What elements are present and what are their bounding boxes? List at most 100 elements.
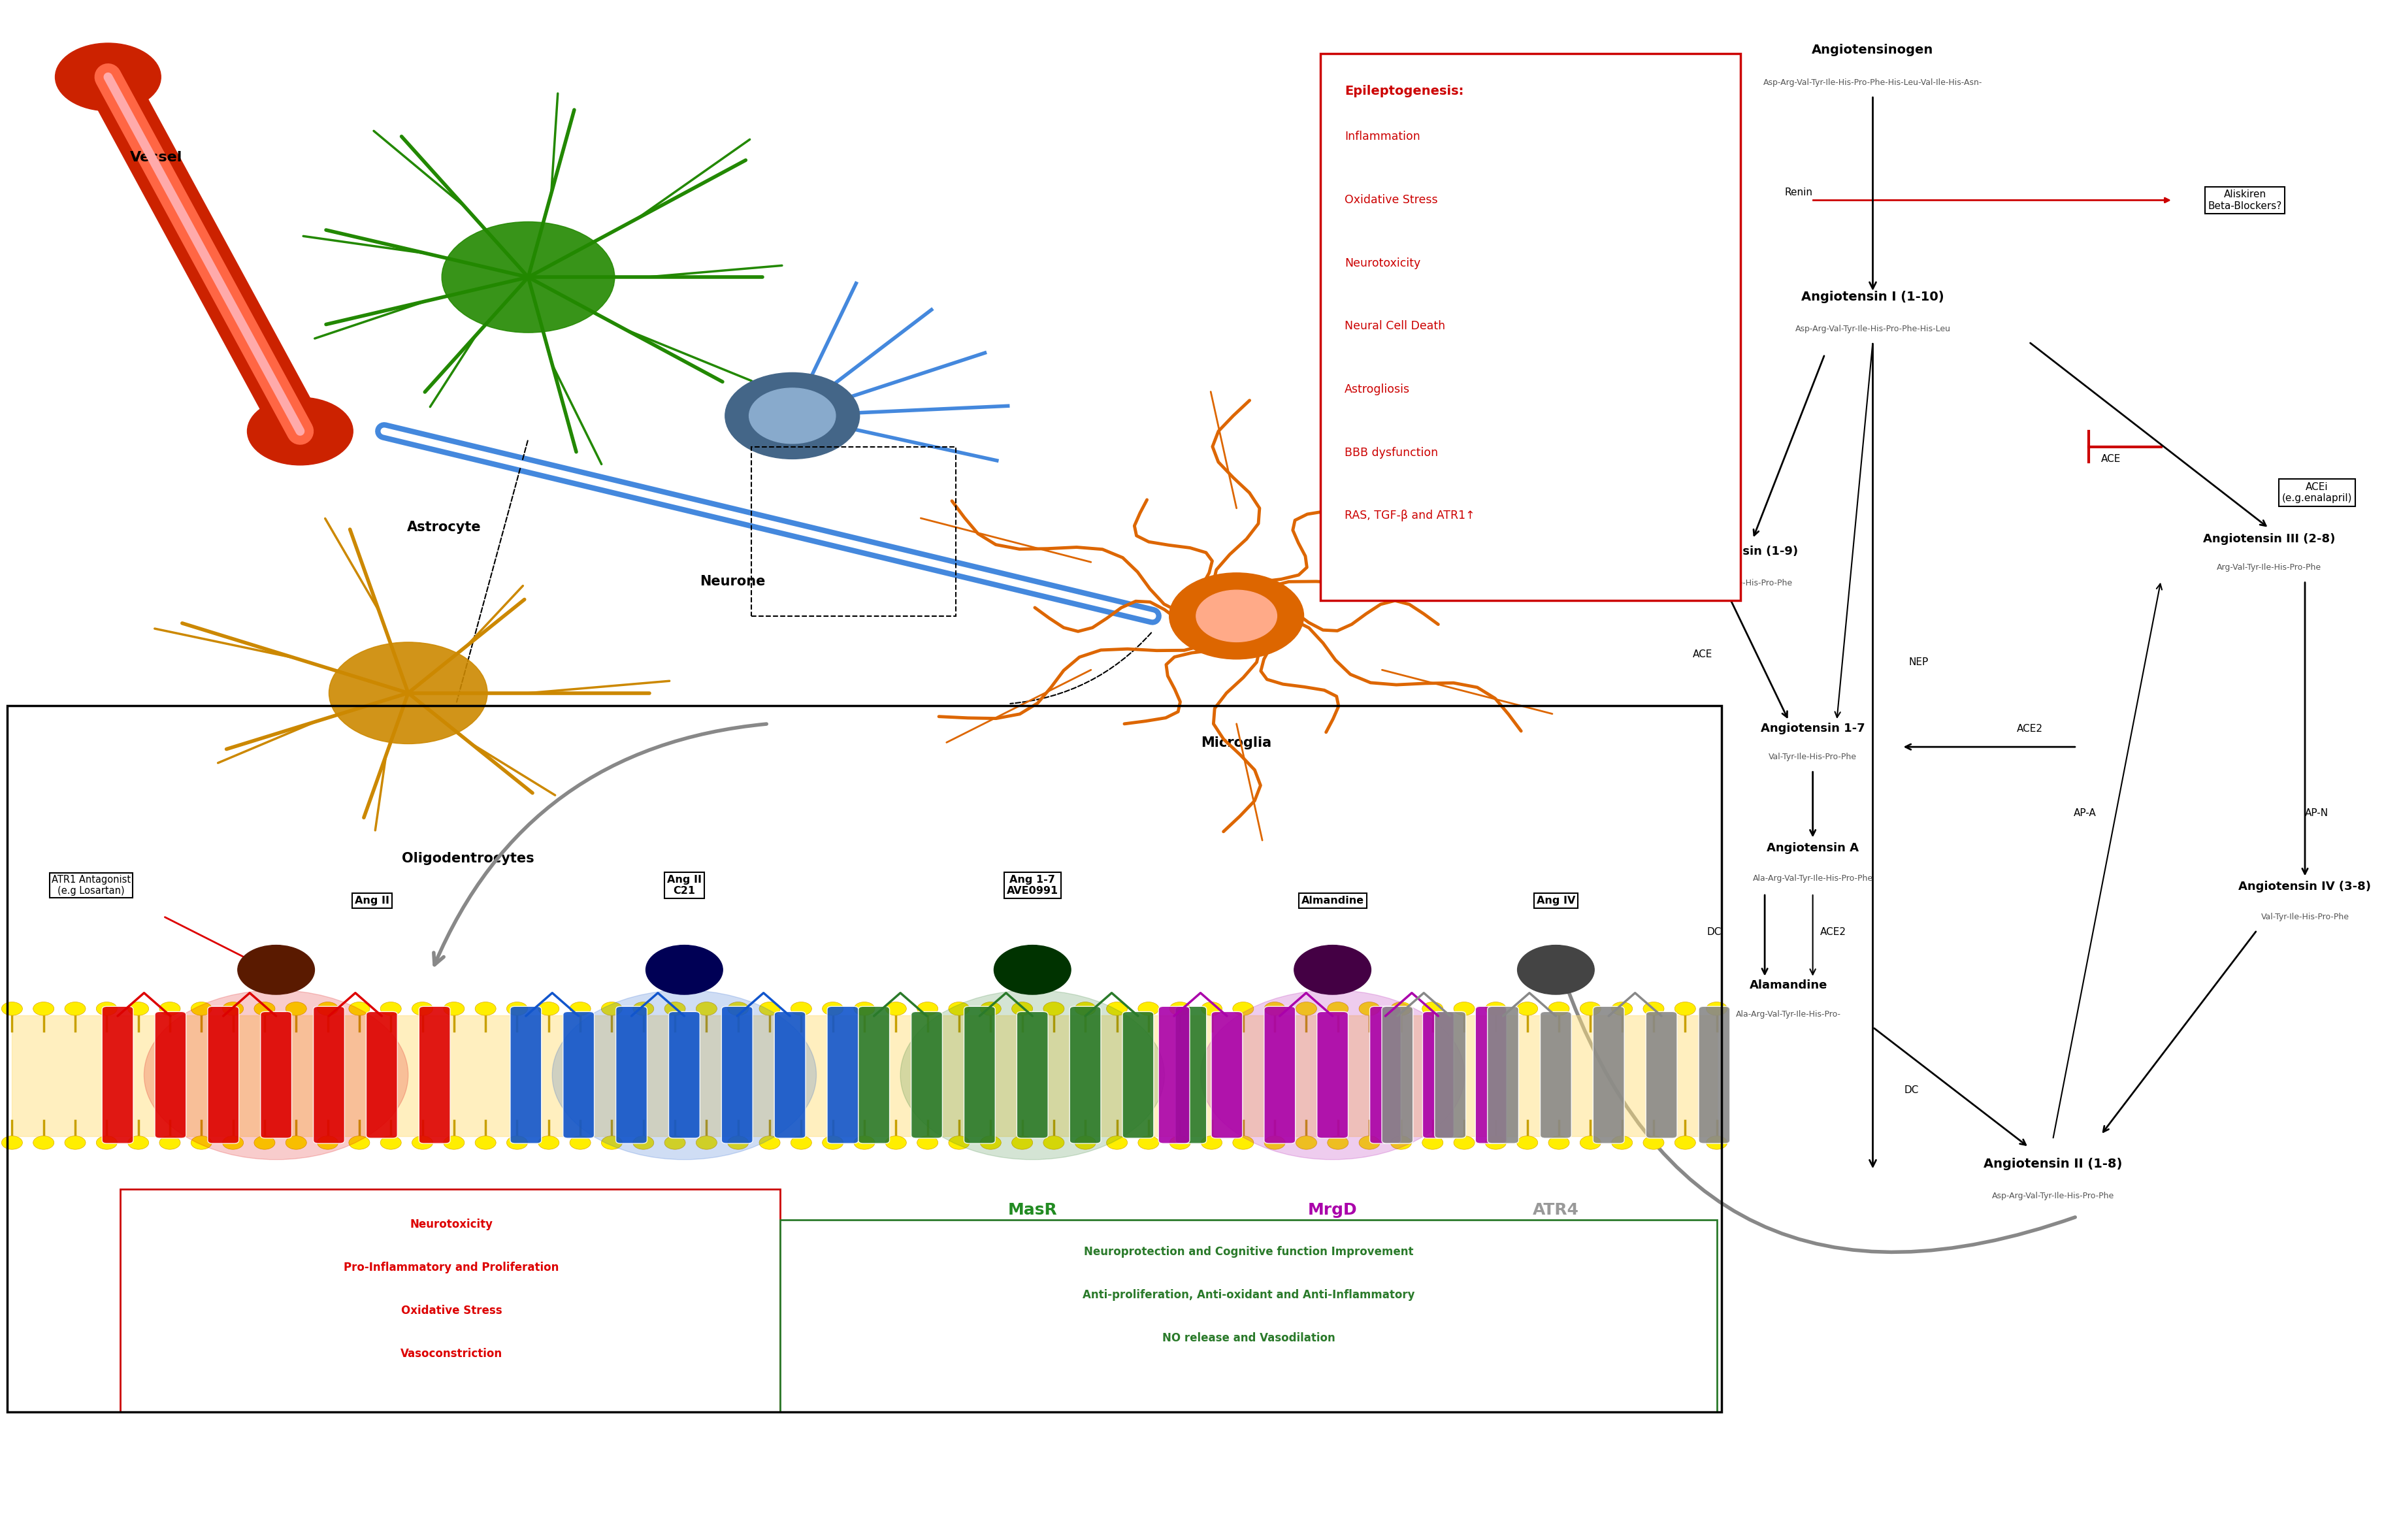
Circle shape bbox=[900, 990, 1164, 1160]
Circle shape bbox=[158, 1003, 180, 1015]
Text: Inflammation: Inflammation bbox=[1345, 131, 1419, 143]
Circle shape bbox=[886, 1137, 908, 1149]
Circle shape bbox=[917, 1003, 939, 1015]
Circle shape bbox=[1328, 1137, 1349, 1149]
Circle shape bbox=[728, 1137, 749, 1149]
Circle shape bbox=[379, 1003, 401, 1015]
Circle shape bbox=[1580, 1137, 1601, 1149]
Circle shape bbox=[1265, 1137, 1285, 1149]
Text: Val-Tyr-Ile-His-Pro-Phe: Val-Tyr-Ile-His-Pro-Phe bbox=[2262, 913, 2348, 921]
Circle shape bbox=[379, 1137, 401, 1149]
FancyBboxPatch shape bbox=[615, 1007, 646, 1143]
FancyBboxPatch shape bbox=[509, 1007, 540, 1143]
Text: Almandine: Almandine bbox=[1301, 896, 1364, 906]
Text: ACE2: ACE2 bbox=[1681, 431, 1707, 440]
Text: Vasoconstriction: Vasoconstriction bbox=[401, 1348, 502, 1360]
Text: Neurotoxicity: Neurotoxicity bbox=[1345, 257, 1421, 269]
Text: Astrogliosis: Astrogliosis bbox=[1345, 383, 1409, 396]
Text: Angiotensin A: Angiotensin A bbox=[1767, 842, 1858, 855]
Circle shape bbox=[790, 1003, 812, 1015]
Circle shape bbox=[821, 1003, 843, 1015]
Circle shape bbox=[600, 1137, 622, 1149]
FancyBboxPatch shape bbox=[120, 1189, 780, 1412]
Circle shape bbox=[1076, 1137, 1095, 1149]
FancyBboxPatch shape bbox=[259, 1012, 293, 1138]
Circle shape bbox=[1169, 1003, 1191, 1015]
Text: Astrocyte: Astrocyte bbox=[408, 521, 480, 534]
FancyBboxPatch shape bbox=[780, 1220, 1717, 1412]
Circle shape bbox=[1294, 946, 1371, 995]
Circle shape bbox=[413, 1003, 432, 1015]
Text: ACE2: ACE2 bbox=[1820, 927, 1846, 936]
Circle shape bbox=[1044, 1137, 1064, 1149]
Text: Microglia: Microglia bbox=[1200, 736, 1273, 750]
Text: RAS, TGF-β and ATR1↑: RAS, TGF-β and ATR1↑ bbox=[1345, 510, 1474, 522]
Text: Renin: Renin bbox=[1784, 188, 1813, 197]
Text: Ang II: Ang II bbox=[355, 896, 389, 906]
Circle shape bbox=[1517, 946, 1594, 995]
Text: Ala-Arg-Val-Tyr-Ile-His-Pro-: Ala-Arg-Val-Tyr-Ile-His-Pro- bbox=[1736, 1010, 1842, 1018]
FancyBboxPatch shape bbox=[1071, 1007, 1100, 1143]
Text: ATR1 Antagonist
(e.g Losartan): ATR1 Antagonist (e.g Losartan) bbox=[53, 875, 130, 896]
FancyBboxPatch shape bbox=[1213, 1012, 1244, 1138]
Circle shape bbox=[34, 1137, 55, 1149]
Circle shape bbox=[749, 388, 836, 444]
Text: ACE: ACE bbox=[2101, 454, 2120, 464]
Circle shape bbox=[2, 1137, 22, 1149]
Circle shape bbox=[1486, 1003, 1505, 1015]
Circle shape bbox=[552, 990, 816, 1160]
FancyBboxPatch shape bbox=[312, 1007, 346, 1143]
Circle shape bbox=[1232, 1003, 1253, 1015]
Circle shape bbox=[1169, 1137, 1191, 1149]
Circle shape bbox=[96, 1003, 118, 1015]
Circle shape bbox=[255, 1003, 276, 1015]
Text: Ang 1-7
AVE0991: Ang 1-7 AVE0991 bbox=[1006, 875, 1059, 896]
Circle shape bbox=[696, 1003, 718, 1015]
FancyBboxPatch shape bbox=[1265, 1007, 1297, 1143]
Circle shape bbox=[1138, 1003, 1160, 1015]
Circle shape bbox=[696, 1137, 718, 1149]
Circle shape bbox=[444, 1003, 463, 1015]
Circle shape bbox=[413, 1137, 432, 1149]
Text: Arg-Val-Tyr-Ile-His-Pro-Phe: Arg-Val-Tyr-Ile-His-Pro-Phe bbox=[1688, 579, 1794, 587]
Text: Aliskiren
Beta-Blockers?: Aliskiren Beta-Blockers? bbox=[2209, 189, 2281, 211]
Text: NO release and Vasodilation: NO release and Vasodilation bbox=[1162, 1332, 1335, 1344]
Circle shape bbox=[569, 1003, 591, 1015]
Text: DC: DC bbox=[1707, 927, 1722, 936]
Text: Asp-Arg-Val-Tyr-Ile-His-Pro-Phe: Asp-Arg-Val-Tyr-Ile-His-Pro-Phe bbox=[1993, 1192, 2113, 1200]
FancyBboxPatch shape bbox=[206, 1007, 238, 1143]
Text: Anti-proliferation, Anti-oxidant and Anti-Inflammatory: Anti-proliferation, Anti-oxidant and Ant… bbox=[1083, 1289, 1414, 1301]
Circle shape bbox=[317, 1137, 339, 1149]
Circle shape bbox=[1328, 1003, 1349, 1015]
Circle shape bbox=[917, 1137, 939, 1149]
Text: Vessel: Vessel bbox=[130, 151, 182, 165]
Circle shape bbox=[192, 1003, 211, 1015]
Circle shape bbox=[34, 1003, 55, 1015]
Text: Epileptogenesis:: Epileptogenesis: bbox=[1345, 85, 1465, 97]
Circle shape bbox=[1200, 1137, 1222, 1149]
Circle shape bbox=[286, 1137, 307, 1149]
Circle shape bbox=[65, 1003, 86, 1015]
FancyBboxPatch shape bbox=[154, 1012, 187, 1138]
Circle shape bbox=[1549, 1137, 1570, 1149]
FancyBboxPatch shape bbox=[773, 1012, 804, 1138]
FancyBboxPatch shape bbox=[910, 1012, 941, 1138]
Circle shape bbox=[538, 1003, 559, 1015]
Text: Neurone: Neurone bbox=[699, 574, 766, 588]
Circle shape bbox=[1297, 1003, 1316, 1015]
FancyBboxPatch shape bbox=[860, 1007, 888, 1143]
Circle shape bbox=[1107, 1137, 1128, 1149]
Circle shape bbox=[1359, 1003, 1381, 1015]
Circle shape bbox=[442, 222, 615, 333]
Circle shape bbox=[1611, 1137, 1633, 1149]
Circle shape bbox=[855, 1003, 874, 1015]
FancyBboxPatch shape bbox=[1174, 1007, 1205, 1143]
Text: Arg-Val-Tyr-Ile-His-Pro-Phe: Arg-Val-Tyr-Ile-His-Pro-Phe bbox=[2216, 564, 2322, 571]
Circle shape bbox=[538, 1137, 559, 1149]
Circle shape bbox=[759, 1137, 780, 1149]
FancyBboxPatch shape bbox=[1489, 1007, 1520, 1143]
Circle shape bbox=[1453, 1137, 1474, 1149]
Text: Oligodentrocytes: Oligodentrocytes bbox=[401, 852, 535, 865]
FancyBboxPatch shape bbox=[1369, 1007, 1402, 1143]
Circle shape bbox=[948, 1003, 970, 1015]
